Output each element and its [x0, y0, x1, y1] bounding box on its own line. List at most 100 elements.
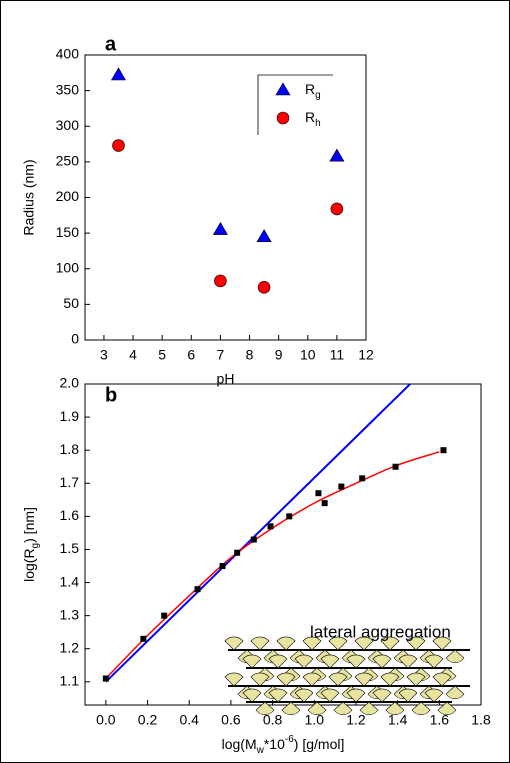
legend-frame: [257, 74, 333, 135]
y-tick-label: 1.6: [60, 507, 80, 523]
fan: [398, 688, 418, 703]
label-part: ) [nm]: [21, 507, 37, 543]
marker: [110, 67, 127, 81]
fan: [385, 701, 405, 715]
x-tick-label: 1.0: [305, 712, 325, 728]
plot-frame: [84, 383, 482, 706]
legend-label: Rh: [305, 109, 321, 129]
legend-main: R: [305, 81, 315, 97]
x-tick-label: 0.2: [138, 712, 158, 728]
y-tick-label: 400: [56, 46, 80, 62]
marker: [330, 202, 344, 216]
x-tick-label: 0.6: [221, 712, 241, 728]
x-tick-label: 0.4: [179, 712, 199, 728]
fan: [372, 688, 392, 703]
fan: [432, 672, 452, 687]
y-tick-label: 1.7: [60, 474, 80, 490]
illustration: [224, 636, 470, 715]
marker: [140, 635, 147, 642]
x-tick-label: 6: [187, 347, 195, 363]
marker: [161, 612, 168, 619]
marker: [112, 139, 125, 152]
fan: [320, 688, 340, 703]
fan: [437, 701, 457, 715]
x-axis-label: pH: [217, 371, 235, 387]
y-tick-label: 300: [56, 117, 80, 133]
y-tick-label: 1.1: [60, 673, 80, 689]
fan: [302, 672, 322, 687]
y-tick-label: 1.8: [60, 441, 80, 457]
marker: [234, 549, 241, 556]
label-part: -6: [285, 734, 294, 745]
axis-label: log(Mw*10-6) [g/mol]: [222, 734, 345, 756]
x-tick-label: 1.6: [430, 712, 450, 728]
x-tick-label: 12: [358, 347, 374, 363]
fan: [406, 636, 426, 651]
x-tick-label: 0.0: [96, 712, 116, 728]
legend-label: Rg: [305, 81, 321, 101]
fan: [328, 636, 348, 651]
fan: [372, 654, 392, 669]
fan: [445, 685, 465, 699]
fan: [354, 636, 374, 651]
fan: [250, 636, 270, 651]
y-tick-label: 1.5: [60, 540, 80, 556]
label-part: *10: [264, 736, 285, 752]
fan: [255, 701, 275, 715]
fan: [242, 654, 262, 669]
marker: [392, 463, 399, 470]
fan: [302, 636, 322, 651]
marker: [214, 274, 227, 288]
y-tick-label: 250: [56, 153, 80, 169]
x-tick-label: 0.8: [263, 712, 283, 728]
marker: [329, 148, 345, 162]
y-axis-label: Radius (nm): [21, 159, 37, 235]
marker: [250, 536, 257, 543]
fan: [424, 654, 444, 669]
fan: [294, 688, 314, 703]
legend-sub: g: [315, 90, 321, 101]
y-tick-label: 200: [56, 188, 80, 204]
y-tick-label: 0: [71, 331, 79, 347]
fan: [333, 701, 353, 715]
marker: [256, 229, 272, 242]
legend-main: R: [305, 109, 315, 125]
fan: [380, 636, 400, 651]
label-part: log(R: [21, 548, 37, 581]
fan: [242, 688, 262, 703]
fan: [307, 701, 327, 715]
marker: [212, 221, 228, 235]
x-tick-label: 9: [275, 347, 283, 363]
fan: [224, 636, 244, 651]
x-tick-label: 3: [100, 347, 108, 363]
x-tick-label: 1.2: [346, 712, 366, 728]
fan: [328, 672, 348, 687]
label-part: ) [g/mol]: [294, 736, 345, 752]
x-tick-label: 1.4: [388, 712, 408, 728]
label-part: w: [256, 745, 265, 756]
marker: [257, 280, 271, 294]
y-tick-label: 1.9: [60, 408, 80, 424]
label-part: log(M: [222, 736, 257, 752]
marker: [338, 483, 345, 490]
fan: [445, 649, 465, 663]
marker: [440, 447, 447, 454]
x-tick-label: 10: [300, 347, 316, 363]
marker: [276, 111, 290, 125]
marker: [286, 513, 293, 520]
fan: [359, 701, 379, 715]
x-tick-label: 7: [217, 347, 225, 363]
panel-label: b: [105, 384, 117, 406]
y-tick-label: 100: [56, 259, 80, 275]
fit-line: [105, 383, 411, 683]
annotation: lateral aggregation: [310, 622, 451, 641]
marker: [102, 675, 109, 682]
fan: [276, 636, 296, 651]
fan: [294, 654, 314, 669]
fan: [224, 672, 244, 687]
legend-sub: h: [315, 118, 321, 129]
fan: [354, 672, 374, 687]
marker: [267, 523, 274, 530]
fan: [276, 672, 296, 687]
